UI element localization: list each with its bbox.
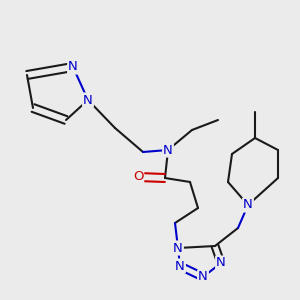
Text: O: O [133, 170, 143, 184]
Text: N: N [243, 199, 253, 212]
Text: N: N [175, 260, 185, 272]
Text: N: N [68, 61, 78, 74]
Text: N: N [163, 143, 173, 157]
Text: N: N [173, 242, 183, 254]
Text: N: N [83, 94, 93, 106]
Text: N: N [198, 271, 208, 284]
Text: N: N [216, 256, 226, 269]
